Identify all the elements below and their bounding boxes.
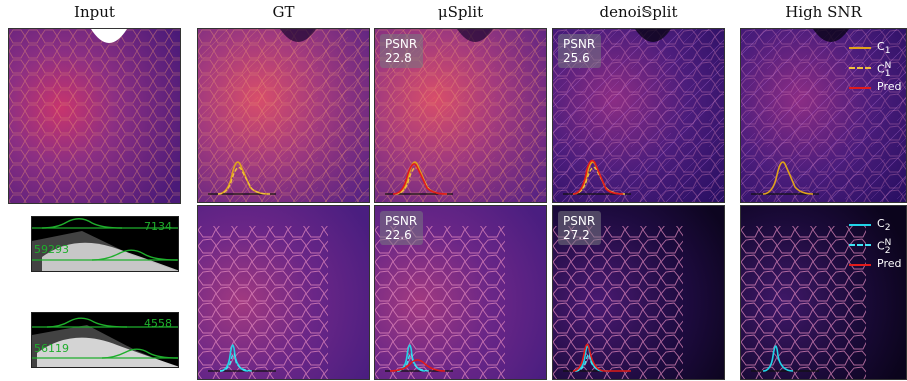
psnr-value: 25.6 [563,51,590,65]
legend-c1n-label: C [877,62,885,76]
input-image [8,28,181,204]
legend-pred-label: Pred [877,257,902,270]
panel-high-snr-channel2: C2 C2N Pred [740,205,907,380]
histogram-bottom: 4558 56119 [31,312,179,368]
legend-c1n-sup: N [884,60,892,71]
panel-high-snr-channel1: C1 C1N Pred [740,28,907,203]
panel-denoisplit-channel1: PSNR 25.6 [552,28,725,203]
histogram-top-upper-value: 7134 [144,220,172,233]
psnr-value: 22.8 [385,51,412,65]
psnr-label: PSNR [385,37,418,51]
psnr-value: 27.2 [563,228,590,242]
psnr-label: PSNR [563,37,596,51]
panel-denoisplit-channel2: PSNR 27.2 [552,205,725,380]
legend-c1-sub: 1 [884,45,891,57]
panel-musplit-channel2: PSNR 22.6 [374,205,547,380]
histogram-top: 7134 59293 [31,216,179,272]
panel-gt-channel2 [197,205,370,380]
legend-c2n-sup: N [884,237,892,248]
panel-gt-channel1 [197,28,370,203]
legend-c2n-sub: 2 [884,244,891,256]
legend-c1n-sub: 1 [884,67,891,79]
column-title-gt: GT [272,3,295,21]
column-title-high-snr: High SNR [785,3,862,21]
column-title-musplit: μSplit [437,3,484,21]
psnr-badge-denoisplit-row2: PSNR 27.2 [558,211,602,245]
histogram-bottom-lower-value: 56119 [34,342,69,355]
legend-c2-sub: 2 [884,222,891,234]
psnr-badge-denoisplit-row1: PSNR 25.6 [558,34,602,68]
legend-c2n-label: C [877,239,885,253]
legend-pred-label: Pred [877,80,902,93]
legend-c2-label: C [877,217,885,230]
psnr-label: PSNR [563,214,596,228]
histogram-top-lower-value: 59293 [34,243,69,256]
psnr-value: 22.6 [385,228,412,242]
column-title-denoisplit: denoi𝕊plit [599,3,678,21]
psnr-label: PSNR [385,214,418,228]
legend-c1-label: C [877,40,885,53]
panel-musplit-channel1: PSNR 22.8 [374,28,547,203]
psnr-badge-musplit-row2: PSNR 22.6 [380,211,424,245]
column-title-input: Input [74,3,115,21]
histogram-bottom-upper-value: 4558 [144,317,172,330]
psnr-badge-musplit-row1: PSNR 22.8 [380,34,424,68]
